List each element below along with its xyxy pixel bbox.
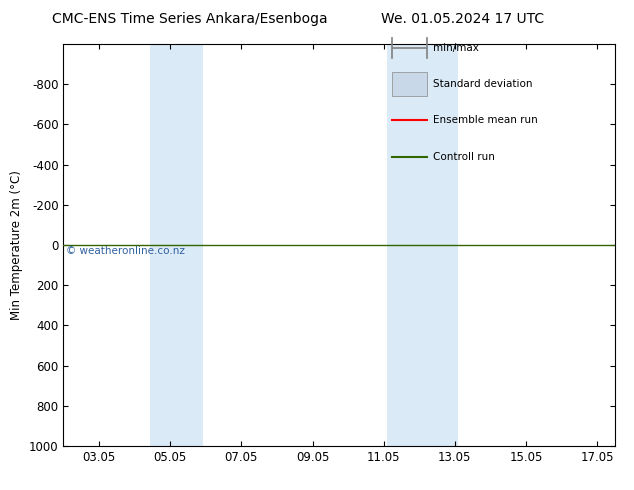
Text: © weatheronline.co.nz: © weatheronline.co.nz <box>66 246 185 256</box>
Text: CMC-ENS Time Series Ankara/Esenboga: CMC-ENS Time Series Ankara/Esenboga <box>53 12 328 26</box>
Text: Controll run: Controll run <box>433 151 495 162</box>
Bar <box>392 72 427 97</box>
Y-axis label: Min Temperature 2m (°C): Min Temperature 2m (°C) <box>10 170 23 320</box>
Bar <box>173 44 203 446</box>
Text: Standard deviation: Standard deviation <box>433 79 533 89</box>
Bar <box>410 44 458 446</box>
Text: We. 01.05.2024 17 UTC: We. 01.05.2024 17 UTC <box>381 12 545 26</box>
Text: min/max: min/max <box>433 43 479 53</box>
Bar <box>387 44 410 446</box>
Text: Ensemble mean run: Ensemble mean run <box>433 116 538 125</box>
Bar <box>150 44 173 446</box>
